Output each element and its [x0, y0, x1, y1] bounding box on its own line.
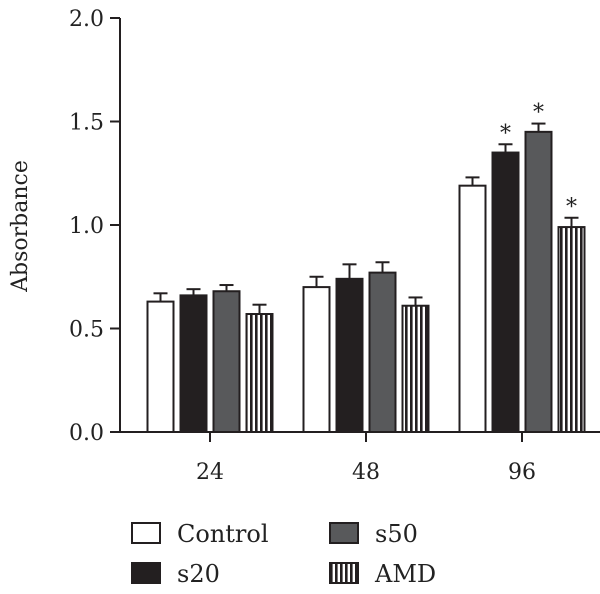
bar-amd-24 [245, 313, 274, 434]
bars [146, 130, 586, 434]
legend: Control s20 s50 AMD [131, 520, 436, 588]
error-bars [153, 122, 579, 315]
x-tick-label: 96 [508, 460, 536, 485]
bar-s20-24 [179, 294, 208, 433]
y-tick-label: 0.0 [69, 421, 104, 446]
legend-label-s50: s50 [375, 520, 418, 548]
bar-s50-48 [368, 271, 397, 433]
significance-star: * [500, 121, 511, 146]
bar-s20-48 [335, 277, 364, 433]
significance-star: * [533, 101, 544, 126]
legend-swatch-control [131, 522, 161, 544]
bar-control-96 [458, 184, 487, 433]
y-ticks: 0.0 0.5 1.0 1.5 2.0 [69, 7, 120, 446]
x-ticks: 24 48 96 [196, 432, 536, 485]
legend-label-s20: s20 [177, 560, 220, 588]
legend-label-control: Control [177, 520, 269, 548]
bar-s50-96 [524, 130, 553, 433]
legend-label-amd: AMD [374, 560, 436, 588]
bar-s20-96 [491, 151, 520, 434]
bar-amd-96 [557, 226, 586, 433]
bar-s50-24 [212, 290, 241, 433]
bar-control-48 [302, 286, 331, 433]
y-tick-label: 1.5 [69, 111, 104, 136]
y-tick-label: 1.0 [69, 214, 104, 239]
y-axis-title: Absorbance [8, 160, 33, 293]
annotations: * * * [500, 101, 577, 220]
bar-control-24 [146, 300, 175, 433]
bar-amd-48 [401, 304, 430, 434]
y-tick-label: 0.5 [69, 318, 104, 343]
y-tick-label: 2.0 [69, 7, 104, 32]
legend-swatch-s20 [131, 562, 161, 584]
legend-swatch-amd [329, 562, 359, 584]
x-tick-label: 24 [196, 460, 224, 485]
x-tick-label: 48 [352, 460, 380, 485]
legend-swatch-s50 [329, 522, 359, 544]
significance-star: * [566, 195, 577, 220]
